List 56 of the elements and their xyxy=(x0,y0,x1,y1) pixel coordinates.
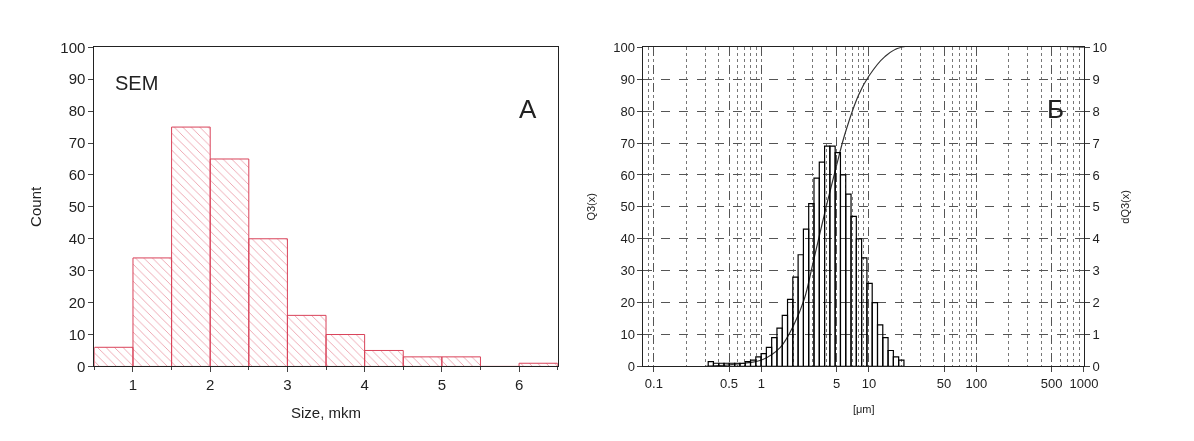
y-tick-label: 30 xyxy=(68,261,86,279)
y2-tick-label: 5 xyxy=(1092,199,1100,215)
x-tick-label: 5 xyxy=(832,376,841,392)
y2-tick-label: 6 xyxy=(1092,167,1100,183)
annotation: Б xyxy=(1047,94,1065,124)
y-axis-title: Q3(x) xyxy=(584,193,597,221)
x-tick-label: 50 xyxy=(936,376,952,392)
x-tick-label: 0.5 xyxy=(720,376,739,392)
y2-tick-label: 7 xyxy=(1092,135,1100,151)
y2-tick-label: 4 xyxy=(1092,231,1100,247)
y2-tick-label: 3 xyxy=(1092,263,1100,279)
y2-tick-label: 0 xyxy=(1092,358,1100,374)
y-tick-label: 0 xyxy=(77,357,86,375)
x-tick-label: 1000 xyxy=(1069,376,1099,392)
x-tick-label: 5 xyxy=(437,376,447,394)
x-axis-title: Size, mkm xyxy=(291,404,362,422)
y-tick-label: 100 xyxy=(60,38,86,56)
y2-tick-label: 2 xyxy=(1092,295,1100,311)
y-tick-label: 10 xyxy=(68,325,86,343)
y2-tick-label: 8 xyxy=(1092,103,1100,119)
y-tick-label: 80 xyxy=(620,103,635,119)
y-axis-title: Count xyxy=(26,186,44,227)
y-tick-label: 90 xyxy=(68,70,86,88)
y-tick-label: 60 xyxy=(68,166,86,184)
x-tick-label: 0.1 xyxy=(644,376,663,392)
x-tick-label: 2 xyxy=(206,376,215,394)
y-tick-label: 20 xyxy=(68,293,86,311)
y2-tick-label: 9 xyxy=(1092,71,1100,87)
x-tick-label: 1 xyxy=(128,376,138,394)
x-tick-label: 3 xyxy=(283,376,292,394)
x-tick-label: 500 xyxy=(1040,376,1063,392)
y-tick-label: 80 xyxy=(68,102,86,120)
y-tick-label: 20 xyxy=(620,295,635,311)
y-tick-label: 100 xyxy=(613,39,635,55)
y-tick-label: 70 xyxy=(68,134,86,152)
x-tick-label: 10 xyxy=(861,376,877,392)
y2-tick-label: 1 xyxy=(1092,327,1100,343)
y2-tick-label: 10 xyxy=(1092,39,1107,55)
annotation: SEM xyxy=(115,72,159,94)
y-tick-label: 40 xyxy=(68,230,86,248)
annotation: A xyxy=(519,94,537,124)
y-tick-label: 50 xyxy=(620,199,635,215)
x-tick-label: 6 xyxy=(514,376,524,394)
x-tick-label: 100 xyxy=(965,376,988,392)
y-tick-label: 30 xyxy=(620,263,635,279)
x-tick-label: 4 xyxy=(360,376,369,394)
y-tick-label: 50 xyxy=(68,198,86,216)
y-tick-label: 40 xyxy=(620,231,635,247)
y-tick-label: 90 xyxy=(620,71,635,87)
y-tick-label: 10 xyxy=(620,327,635,343)
y-tick-label: 70 xyxy=(620,135,635,151)
x-tick-label: 1 xyxy=(757,376,766,392)
x-axis-title: [μm] xyxy=(852,403,875,416)
y-tick-label: 0 xyxy=(627,358,635,374)
y2-axis-title: dQ3(x) xyxy=(1119,190,1132,224)
y-tick-label: 60 xyxy=(620,167,635,183)
